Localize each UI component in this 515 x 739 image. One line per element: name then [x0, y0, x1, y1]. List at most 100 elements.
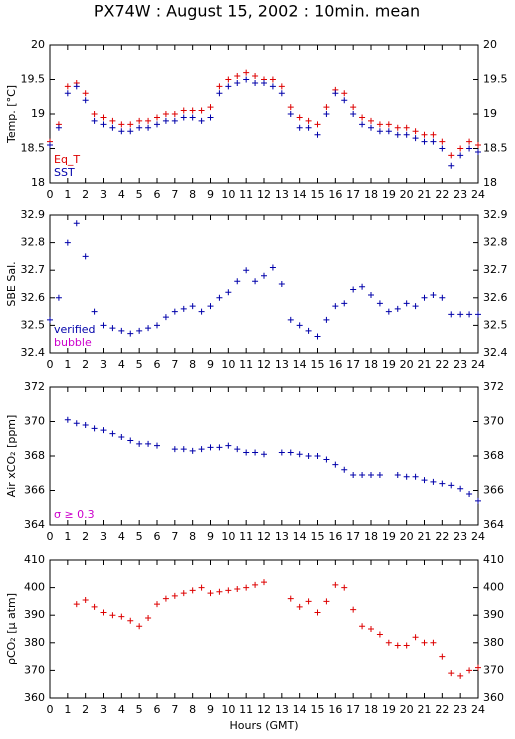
x-tick-label: 21 [418, 188, 432, 201]
y-tick-label: 32.5 [483, 318, 508, 331]
y-tick-label: 32.8 [21, 236, 46, 249]
data-point [154, 442, 160, 449]
x-tick-label: 10 [221, 530, 235, 543]
y-tick-label: 32.8 [483, 236, 508, 249]
data-point [269, 83, 276, 90]
data-point [314, 131, 321, 138]
data-point [162, 314, 169, 321]
data-point [189, 107, 196, 114]
data-point [234, 585, 241, 592]
data-point [55, 124, 62, 131]
data-point [198, 107, 205, 114]
y-axis-label: Temp. [°C] [5, 85, 18, 144]
data-point [341, 584, 348, 591]
y-tick-label: 366 [483, 484, 504, 497]
legend-entry: Eq_T [54, 153, 80, 166]
data-point [243, 267, 250, 274]
data-point [127, 128, 134, 135]
data-point [278, 90, 285, 97]
data-point [145, 124, 152, 131]
data-point [100, 427, 107, 434]
data-point [287, 595, 294, 602]
legend-entry: SST [54, 166, 75, 179]
data-point [91, 111, 98, 117]
data-point [109, 117, 116, 124]
data-point [234, 446, 241, 453]
data-point [305, 124, 312, 131]
data-point [323, 316, 330, 323]
data-point [376, 631, 383, 638]
x-tick-label: 7 [171, 188, 178, 201]
data-point [109, 612, 116, 619]
x-tick-label: 18 [364, 530, 378, 543]
x-tick-label: 12 [257, 703, 271, 716]
y-tick-label: 368 [24, 449, 45, 462]
plot-frame [49, 44, 479, 184]
x-tick-label: 0 [47, 358, 54, 371]
data-point [207, 590, 214, 597]
data-point [171, 111, 178, 117]
x-tick-label: 17 [346, 703, 360, 716]
data-point [296, 451, 303, 458]
x-tick-label: 19 [382, 530, 396, 543]
data-point [118, 121, 125, 128]
x-tick-label: 11 [239, 188, 253, 201]
data-point [189, 447, 196, 454]
y-tick-label: 370 [483, 415, 504, 428]
data-point [225, 442, 232, 449]
data-point [207, 104, 214, 111]
data-point [475, 148, 481, 155]
y-axis-label: Air xCO₂ [ppm] [5, 415, 18, 498]
x-tick-label: 23 [453, 530, 467, 543]
x-tick-label: 3 [100, 530, 107, 543]
data-point [448, 670, 455, 677]
data-point [234, 278, 241, 285]
x-tick-label: 4 [118, 358, 125, 371]
x-tick-label: 15 [311, 703, 325, 716]
x-tick-label: 24 [471, 703, 485, 716]
data-point [154, 121, 160, 128]
x-tick-label: 4 [118, 530, 125, 543]
x-tick-label: 6 [154, 188, 161, 201]
x-tick-label: 6 [154, 703, 161, 716]
x-tick-label: 24 [471, 530, 485, 543]
data-point [376, 128, 383, 135]
x-tick-label: 2 [82, 358, 89, 371]
x-tick-label: 9 [207, 703, 214, 716]
y-tick-label: 400 [24, 581, 45, 594]
x-tick-label: 16 [328, 703, 342, 716]
data-point [252, 449, 259, 456]
data-point [466, 311, 473, 318]
data-point [225, 76, 232, 83]
y-tick-label: 18.5 [21, 142, 46, 155]
data-point [448, 162, 455, 169]
x-tick-label: 3 [100, 188, 107, 201]
data-point [243, 69, 250, 76]
data-point [314, 121, 321, 128]
y-tick-label: 32.9 [21, 208, 46, 221]
x-tick-label: 5 [136, 188, 143, 201]
x-tick-label: 16 [328, 530, 342, 543]
x-tick-label: 2 [82, 188, 89, 201]
data-point [403, 131, 410, 138]
data-point [341, 90, 348, 97]
x-tick-label: 17 [346, 188, 360, 201]
data-point [198, 446, 205, 453]
data-point [412, 303, 419, 310]
data-point [154, 601, 160, 608]
x-tick-label: 19 [382, 358, 396, 371]
data-point [252, 73, 259, 80]
x-tick-label: 23 [453, 188, 467, 201]
data-point [457, 672, 464, 679]
data-point [207, 444, 214, 451]
data-point [439, 138, 446, 145]
data-point [118, 327, 125, 334]
data-point [341, 300, 348, 307]
x-tick-label: 23 [453, 358, 467, 371]
x-tick-label: 16 [328, 358, 342, 371]
data-point [261, 272, 267, 279]
data-point [350, 471, 357, 478]
x-tick-label: 10 [221, 358, 235, 371]
data-point [421, 477, 428, 484]
x-tick-label: 22 [435, 703, 449, 716]
